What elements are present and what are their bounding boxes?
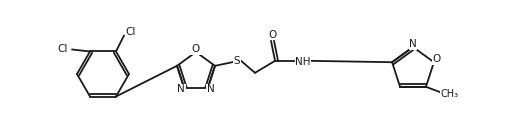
Text: Cl: Cl [126, 27, 136, 38]
Text: N: N [178, 84, 185, 94]
Text: CH₃: CH₃ [441, 89, 459, 99]
Text: S: S [234, 56, 240, 66]
Text: O: O [433, 54, 441, 64]
Text: N: N [409, 39, 417, 49]
Text: N: N [207, 84, 215, 94]
Text: NH: NH [295, 57, 311, 67]
Text: O: O [268, 30, 276, 40]
Text: Cl: Cl [58, 44, 68, 55]
Text: O: O [192, 44, 200, 54]
